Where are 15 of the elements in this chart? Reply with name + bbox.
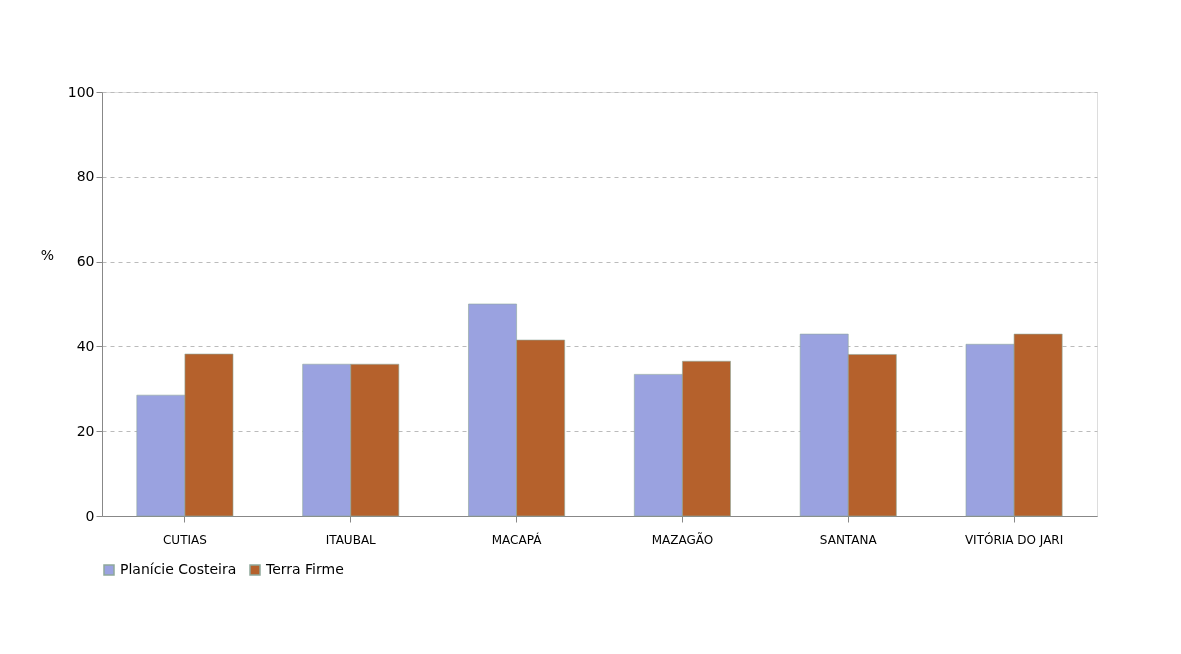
y-tick-label: 100 <box>67 83 95 100</box>
y-axis-title: % <box>40 246 55 263</box>
x-tick-label: ITAUBAL <box>325 532 377 547</box>
y-tick-label: 80 <box>76 168 95 185</box>
x-tick-label: MACAPÁ <box>491 531 543 547</box>
y-tick-label: 60 <box>76 253 95 270</box>
legend-label: Planície Costeira <box>120 561 237 577</box>
x-tick-label: VITÓRIA DO JARI <box>964 531 1064 547</box>
y-tick-label: 0 <box>85 507 95 524</box>
y-tick-label: 20 <box>76 422 95 439</box>
legend-label: Terra Firme <box>265 561 344 577</box>
x-tick-label: CUTIAS <box>162 532 207 547</box>
x-tick-label: SANTANA <box>819 532 878 547</box>
y-tick-label: 40 <box>76 337 95 354</box>
x-tick-label: MAZAGÃO <box>651 531 714 547</box>
